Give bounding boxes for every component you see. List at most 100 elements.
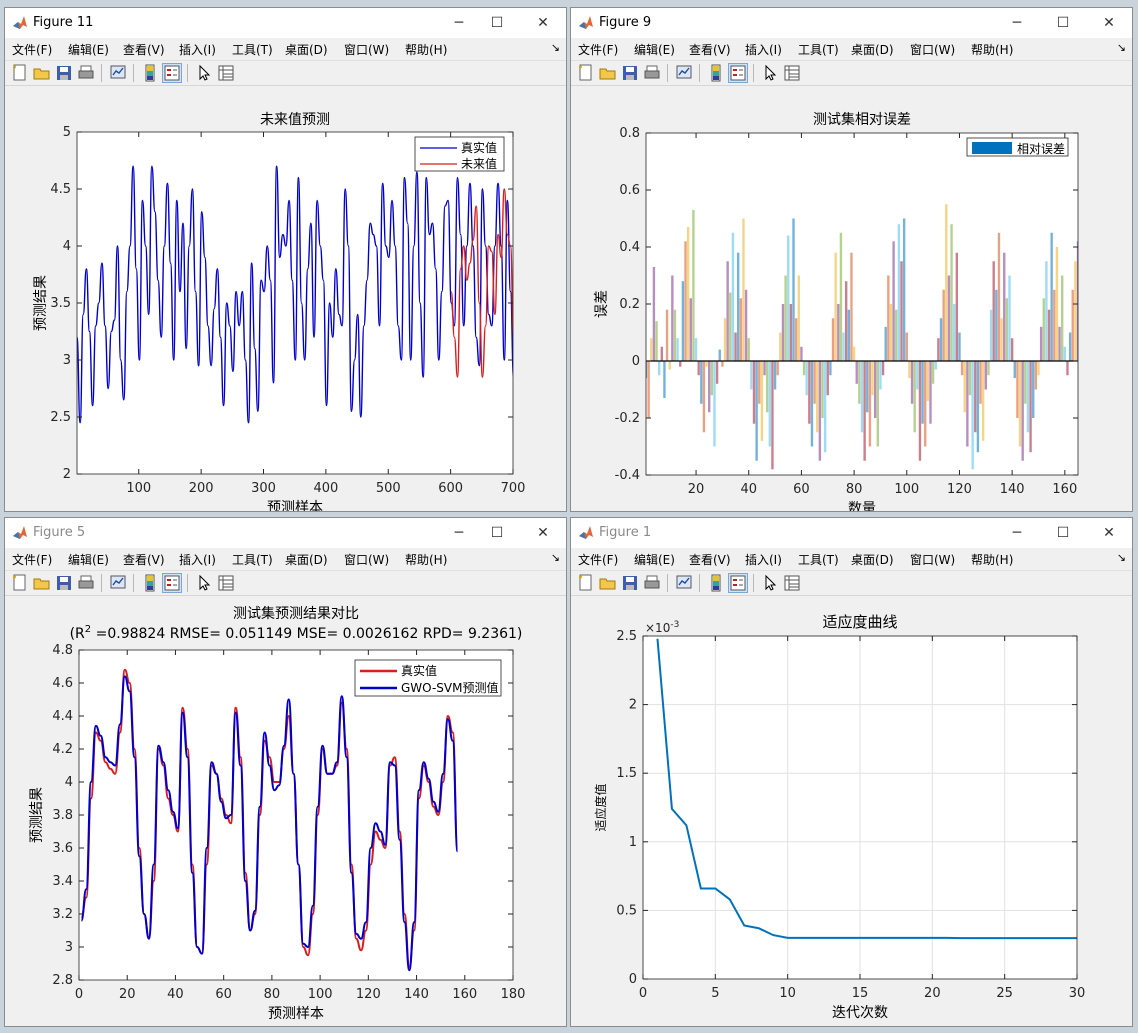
legend[interactable] (414, 136, 505, 172)
menu-item[interactable]: 查看(V) (123, 43, 165, 57)
property-inspector-icon[interactable] (783, 574, 801, 592)
open-file-icon[interactable] (33, 574, 51, 592)
maximize-button[interactable]: ☐ (490, 525, 504, 541)
print-icon[interactable] (643, 64, 661, 82)
property-inspector-icon[interactable] (217, 574, 235, 592)
property-inspector-icon[interactable] (217, 64, 235, 82)
new-figure-icon[interactable] (11, 574, 29, 592)
legend-icon[interactable] (728, 573, 748, 593)
menu-item[interactable]: 查看(V) (689, 43, 731, 57)
colorbar-icon[interactable] (707, 574, 725, 592)
menu-item[interactable]: 工具(T) (798, 43, 839, 57)
menu-item[interactable]: 帮助(H) (405, 553, 448, 567)
maximize-button[interactable]: ☐ (490, 15, 504, 31)
plot-area[interactable] (77, 132, 513, 474)
title-bar[interactable]: Figure 5 ─ ☐ ✕ (5, 518, 566, 548)
dock-arrow-icon[interactable]: ↘ (550, 41, 560, 54)
dock-arrow-icon[interactable]: ↘ (550, 551, 560, 564)
colorbar-icon[interactable] (141, 64, 159, 82)
title-bar[interactable]: Figure 1 ─ ☐ ✕ (571, 518, 1132, 548)
legend[interactable] (354, 659, 502, 697)
open-file-icon[interactable] (33, 64, 51, 82)
menu-item[interactable]: 桌面(D) (851, 43, 894, 57)
menu-item[interactable]: 文件(F) (578, 553, 619, 567)
menu-item[interactable]: 编辑(E) (634, 43, 675, 57)
figure-11-window[interactable]: Figure 11 ─ ☐ ✕ 文件(F) 编辑(E) 查看(V) 插入(I) 工具(T… (4, 7, 567, 512)
minimize-button[interactable]: ─ (1012, 15, 1022, 31)
save-icon[interactable] (55, 574, 73, 592)
menu-item[interactable]: 文件(F) (12, 553, 53, 567)
minimize-button[interactable]: ─ (1012, 525, 1022, 541)
menu-item[interactable]: 插入(I) (179, 43, 216, 57)
menu-item[interactable]: 窗口(W) (344, 43, 390, 57)
menu-item[interactable]: 文件(F) (12, 43, 53, 57)
menu-item[interactable]: 工具(T) (798, 553, 839, 567)
menu-item[interactable]: 文件(F) (578, 43, 619, 57)
close-button[interactable]: ✕ (537, 15, 549, 31)
figure-1-window[interactable]: Figure 1 ─ ☐ ✕ 文件(F) 编辑(E) 查看(V) 插入(I) 工具(T)… (570, 517, 1133, 1027)
open-file-icon[interactable] (599, 64, 617, 82)
print-icon[interactable] (77, 574, 95, 592)
dock-arrow-icon[interactable]: ↘ (1116, 41, 1126, 54)
save-icon[interactable] (621, 574, 639, 592)
minimize-button[interactable]: ─ (454, 15, 464, 31)
open-file-icon[interactable] (599, 574, 617, 592)
menu-item[interactable]: 编辑(E) (634, 553, 675, 567)
menu-item[interactable]: 插入(I) (745, 553, 782, 567)
menu-item[interactable]: 查看(V) (123, 553, 165, 567)
edit-plot-arrow-icon[interactable] (761, 574, 779, 592)
new-figure-icon[interactable] (11, 64, 29, 82)
relative-error-chart[interactable]: 20 40 60 80 100 120 140 160 -0.4 -0.2 0 0.2 0.4 0.6 0.… (571, 86, 1133, 511)
error-bar (1029, 361, 1032, 453)
menu-item[interactable]: 编辑(E) (68, 43, 109, 57)
menu-item[interactable]: 桌面(D) (851, 553, 894, 567)
link-plot-icon[interactable] (675, 574, 693, 592)
edit-plot-arrow-icon[interactable] (195, 574, 213, 592)
save-icon[interactable] (621, 64, 639, 82)
minimize-button[interactable]: ─ (454, 525, 464, 541)
menu-item[interactable]: 查看(V) (689, 553, 731, 567)
legend-icon[interactable] (162, 63, 182, 83)
menu-item[interactable]: 插入(I) (179, 553, 216, 567)
menu-item[interactable]: 窗口(W) (910, 553, 956, 567)
print-icon[interactable] (643, 574, 661, 592)
colorbar-icon[interactable] (141, 574, 159, 592)
close-button[interactable]: ✕ (1103, 15, 1115, 31)
colorbar-icon[interactable] (707, 64, 725, 82)
menu-item[interactable]: 帮助(H) (405, 43, 448, 57)
link-plot-icon[interactable] (109, 64, 127, 82)
figure-9-window[interactable]: Figure 9 ─ ☐ ✕ 文件(F) 编辑(E) 查看(V) 插入(I) 工具(T)… (570, 7, 1133, 512)
legend-icon[interactable] (728, 63, 748, 83)
new-figure-icon[interactable] (577, 574, 595, 592)
title-bar[interactable]: Figure 11 ─ ☐ ✕ (5, 8, 566, 38)
menu-item[interactable]: 窗口(W) (910, 43, 956, 57)
menu-item[interactable]: 窗口(W) (344, 553, 390, 567)
new-figure-icon[interactable] (577, 64, 595, 82)
test-set-comparison-chart[interactable]: 0 20 40 60 80 100 120 140 160 180 2.8 3 3.2 3.4 3.6 3.8… (5, 596, 567, 1026)
maximize-button[interactable]: ☐ (1056, 15, 1070, 31)
title-bar[interactable]: Figure 9 ─ ☐ ✕ (571, 8, 1132, 38)
menu-item[interactable]: 工具(T) (232, 43, 273, 57)
figure-5-window[interactable]: Figure 5 ─ ☐ ✕ 文件(F) 编辑(E) 查看(V) 插入(I) 工具(T)… (4, 517, 567, 1027)
print-icon[interactable] (77, 64, 95, 82)
menu-item[interactable]: 编辑(E) (68, 553, 109, 567)
menu-item[interactable]: 桌面(D) (285, 553, 328, 567)
link-plot-icon[interactable] (109, 574, 127, 592)
edit-plot-arrow-icon[interactable] (761, 64, 779, 82)
save-icon[interactable] (55, 64, 73, 82)
edit-plot-arrow-icon[interactable] (195, 64, 213, 82)
menu-item[interactable]: 帮助(H) (971, 553, 1014, 567)
close-button[interactable]: ✕ (1103, 525, 1115, 541)
menu-item[interactable]: 插入(I) (745, 43, 782, 57)
close-button[interactable]: ✕ (537, 525, 549, 541)
future-prediction-chart[interactable]: 100 200 300 400 500 600 700 2 2.5 3 3.5 4 4.5 5 未来值预测预… (5, 86, 567, 511)
dock-arrow-icon[interactable]: ↘ (1116, 551, 1126, 564)
maximize-button[interactable]: ☐ (1056, 525, 1070, 541)
menu-item[interactable]: 桌面(D) (285, 43, 328, 57)
menu-item[interactable]: 帮助(H) (971, 43, 1014, 57)
link-plot-icon[interactable] (675, 64, 693, 82)
legend-icon[interactable] (162, 573, 182, 593)
menu-item[interactable]: 工具(T) (232, 553, 273, 567)
property-inspector-icon[interactable] (783, 64, 801, 82)
